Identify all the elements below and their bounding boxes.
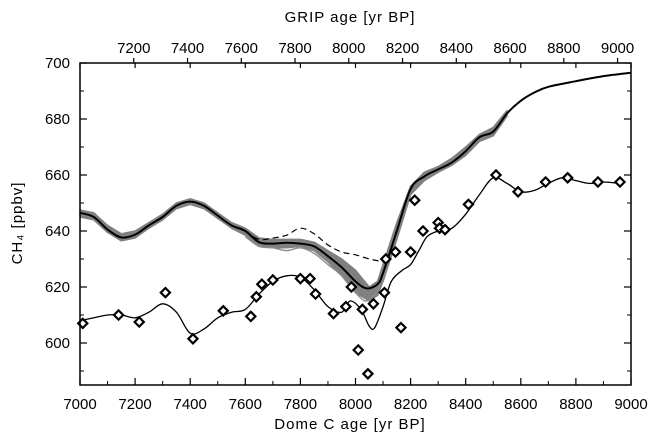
dashed-line-series — [244, 227, 384, 263]
top-x-tick-label: 7400 — [171, 40, 204, 57]
y-tick-label: 640 — [45, 223, 70, 240]
main-line-series — [79, 71, 632, 290]
data-point-diamond — [416, 224, 430, 238]
data-point-diamond — [217, 304, 230, 317]
top-x-tick-label: 8000 — [332, 40, 365, 57]
top-x-tick-label: 7600 — [225, 40, 258, 57]
x-tick-label: 8000 — [339, 396, 372, 413]
x-tick-label: 7200 — [118, 396, 151, 413]
data-point-diamond — [303, 272, 317, 285]
data-point-diamond — [356, 303, 369, 316]
y-axis-title: CH₄ [ppbv] — [9, 182, 26, 265]
data-point-diamond — [462, 198, 475, 211]
data-point-diamond — [367, 297, 380, 310]
grey-line-series — [244, 236, 390, 302]
plot-frame — [79, 62, 632, 386]
data-point-diamond — [511, 185, 525, 198]
data-point-diamond — [404, 245, 417, 259]
data-point-diamond — [361, 367, 375, 380]
data-point-diamond — [345, 280, 358, 294]
x-tick-label: 7000 — [63, 396, 96, 413]
x-tick-label: 8600 — [504, 396, 537, 413]
x-tick-label: 8200 — [394, 396, 427, 413]
data-point-diamond — [112, 308, 125, 322]
data-point-diamond — [133, 315, 146, 329]
x-tick-label: 8800 — [559, 396, 592, 413]
data-point-diamond — [159, 286, 172, 299]
y-tick-label: 600 — [45, 335, 70, 352]
top-x-tick-label: 7800 — [278, 40, 311, 57]
x-tick-label: 9000 — [614, 396, 647, 413]
data-point-diamond — [255, 278, 268, 291]
data-point-diamond — [378, 286, 391, 299]
data-point-diamond — [561, 171, 574, 184]
data-point-diamond — [266, 273, 280, 287]
data-point-diamond — [294, 272, 307, 285]
top-x-tick-label: 7200 — [117, 40, 150, 57]
top-x-tick-label: 8600 — [493, 40, 526, 57]
data-point-diamond — [389, 245, 402, 259]
data-point-diamond — [394, 321, 408, 334]
y-tick-label: 660 — [45, 167, 70, 184]
plot-area — [76, 71, 632, 380]
x-tick-label: 7400 — [174, 396, 207, 413]
data-point-diamond — [186, 332, 200, 345]
y-tick-label: 680 — [45, 111, 70, 128]
data-point-diamond — [339, 300, 353, 313]
top-x-axis-title: GRIP age [yr BP] — [285, 9, 416, 26]
data-point-diamond — [352, 343, 365, 357]
smooth-fit-series — [79, 176, 621, 335]
data-point-diamond — [309, 287, 322, 301]
x-axis-title: Dome C age [yr BP] — [274, 416, 425, 433]
top-x-tick-label: 8200 — [386, 40, 419, 57]
data-point-diamond — [379, 252, 392, 266]
uncertainty-band — [79, 109, 508, 302]
y-tick-label: 620 — [45, 279, 70, 296]
x-tick-label: 7600 — [229, 396, 262, 413]
x-tick-label: 7800 — [284, 396, 317, 413]
top-x-tick-label: 9000 — [601, 40, 634, 57]
data-point-diamond — [250, 290, 263, 303]
x-tick-label: 8400 — [449, 396, 482, 413]
top-x-tick-label: 8400 — [440, 40, 473, 57]
data-point-diamond — [591, 175, 605, 189]
data-point-diamond — [408, 194, 421, 207]
data-point-diamond — [244, 310, 257, 323]
data-point-diamond — [489, 168, 503, 182]
data-point-diamond — [613, 175, 627, 189]
y-tick-label: 700 — [45, 55, 70, 72]
top-x-tick-label: 8800 — [547, 40, 580, 57]
axis-ticks: 7000 7200 7400 7600 7800 8000 8200 8400 8600 8800… — [45, 40, 648, 413]
data-point-diamond — [327, 307, 340, 320]
data-point-diamond — [539, 175, 552, 189]
data-point-diamond — [438, 223, 452, 236]
